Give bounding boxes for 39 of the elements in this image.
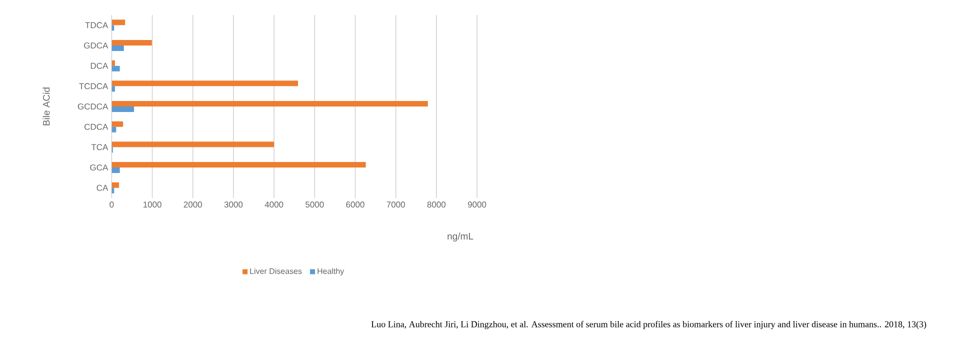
y-tick-label: GCA	[90, 164, 108, 171]
x-tick-label: 2000	[184, 202, 202, 208]
bar	[112, 20, 126, 26]
bar	[112, 168, 120, 174]
x-tick-label: 1000	[143, 202, 162, 208]
x-tick-label: 4000	[264, 202, 284, 208]
bar	[112, 106, 134, 112]
y-axis-title: Bile ACid	[42, 88, 50, 126]
bar	[112, 121, 124, 127]
legend-label: Liver Diseases	[250, 268, 302, 274]
bar	[112, 126, 116, 132]
bar	[112, 46, 124, 52]
bar	[112, 142, 274, 148]
text: Luo Lina, Aubrecht Jiri, Li Dingzhou, et al. Assessment of serum bile acid profiles as biomarkers of liver injury and liver disease in humans.. 2018, 13(3)	[371, 320, 926, 330]
x-tick-label: 5000	[306, 202, 324, 208]
bar	[112, 101, 428, 107]
x-tick-label: 7000	[386, 202, 405, 208]
y-tick-label: CA	[96, 184, 108, 191]
y-tick-label: CDCA	[84, 124, 108, 130]
y-tick-label: TCDCA	[79, 83, 108, 90]
bar	[112, 182, 120, 188]
bar	[112, 80, 298, 86]
y-tick-label: GCDCA	[78, 104, 108, 110]
y-tick-label: TCA	[91, 144, 108, 150]
x-tick-label: 8000	[427, 202, 446, 208]
y-tick-label: GDCA	[84, 42, 108, 49]
x-tick-label: 0	[110, 202, 114, 208]
bar	[112, 60, 115, 66]
bar	[112, 86, 115, 92]
bar	[112, 40, 152, 46]
x-tick-label: 3000	[224, 202, 243, 208]
bar	[112, 66, 120, 72]
x-tick-label: 9000	[468, 202, 486, 208]
y-tick-label: TDCA	[85, 22, 108, 28]
x-axis-title: ng/mL	[448, 232, 474, 242]
legend-label: Healthy	[318, 268, 344, 276]
x-tick-label: 6000	[346, 202, 364, 208]
y-tick-label: DCA	[90, 62, 108, 69]
bar	[112, 162, 366, 168]
